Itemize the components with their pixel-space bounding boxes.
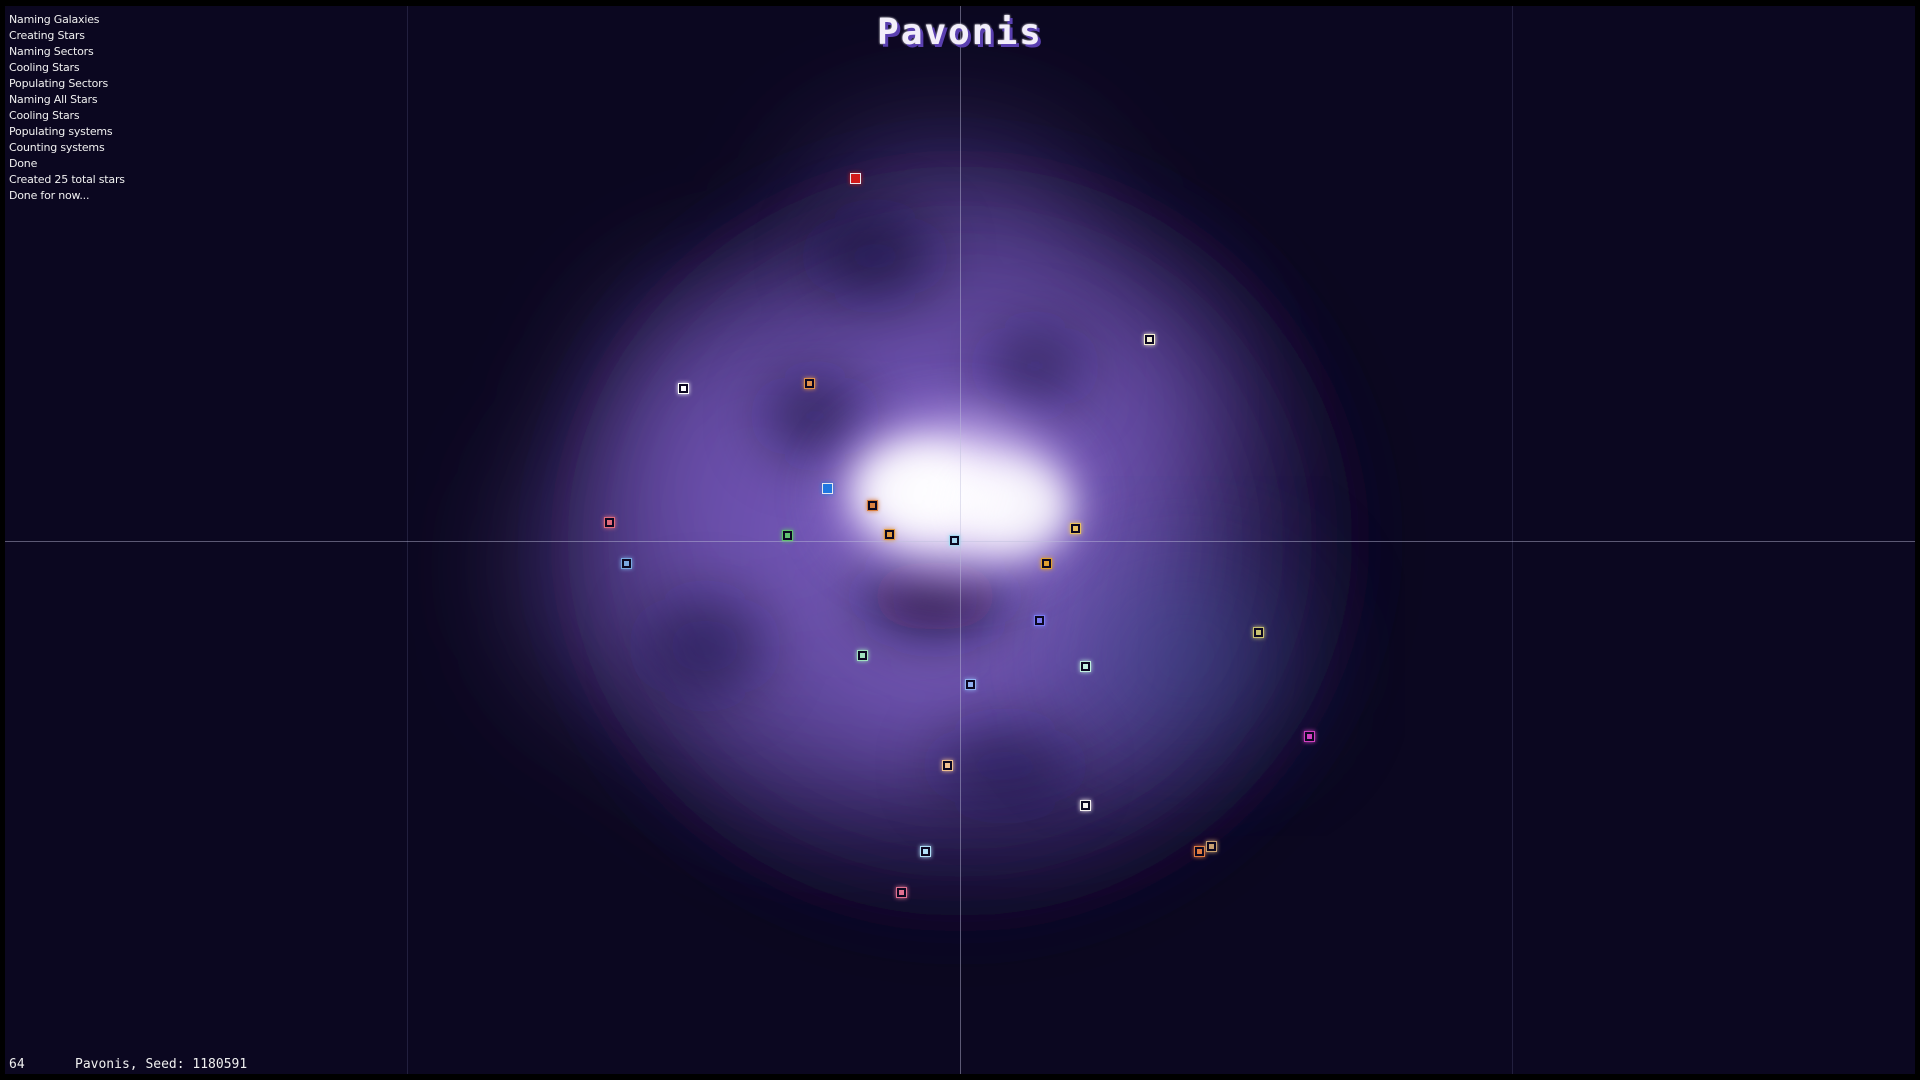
star-orange-upper[interactable] — [804, 378, 815, 389]
log-line: Naming Galaxies — [9, 13, 100, 26]
star-core-icon — [1044, 561, 1049, 566]
star-orange-center[interactable] — [867, 500, 878, 511]
star-orange-core[interactable] — [884, 529, 895, 540]
star-core-icon — [823, 484, 832, 493]
star-core-icon — [1256, 630, 1261, 635]
star-khaki-lower-b[interactable] — [1206, 841, 1217, 852]
grid-line-vertical-center — [960, 6, 961, 1074]
galaxy-seed-label: Pavonis, Seed: 1180591 — [75, 1057, 248, 1072]
star-core-icon — [860, 653, 865, 658]
star-olive-far-right[interactable] — [1253, 627, 1264, 638]
galaxy-title: Pavonis — [877, 12, 1043, 53]
log-line: Done for now... — [9, 189, 90, 202]
star-orange-lower-a[interactable] — [1194, 846, 1205, 857]
star-periwinkle[interactable] — [965, 679, 976, 690]
star-magenta[interactable] — [1304, 731, 1315, 742]
log-line: Cooling Stars — [9, 109, 80, 122]
star-core-icon — [851, 174, 860, 183]
star-cream-upper-right[interactable] — [1144, 334, 1155, 345]
star-field — [5, 6, 1915, 1074]
fps-counter: 64 — [9, 1057, 25, 1072]
star-core-icon — [1197, 849, 1202, 854]
star-core-icon — [899, 890, 904, 895]
galaxy-viewport[interactable]: Pavonis Naming Galaxies Creating Stars Nam… — [5, 6, 1915, 1074]
star-blue-left[interactable] — [621, 558, 632, 569]
log-line: Populating Sectors — [9, 77, 109, 90]
star-core-icon — [607, 520, 612, 525]
star-green-left[interactable] — [782, 530, 793, 541]
grid-line-horizontal-center — [5, 541, 1915, 542]
star-skyblue-lower[interactable] — [920, 846, 931, 857]
star-white-upper-left[interactable] — [678, 383, 689, 394]
star-core-icon — [785, 533, 790, 538]
star-white-lower[interactable] — [1080, 800, 1091, 811]
star-core-icon — [1083, 664, 1088, 669]
log-line: Created 25 total stars — [9, 173, 125, 186]
star-core-icon — [952, 538, 957, 543]
galaxy-nebula — [520, 121, 1400, 961]
star-core-icon — [945, 763, 950, 768]
star-mint[interactable] — [857, 650, 868, 661]
star-core-icon — [624, 561, 629, 566]
status-bar: 64 Pavonis, Seed: 1180591 — [9, 1057, 247, 1072]
grid-line-vertical-left — [407, 6, 408, 1074]
star-core-icon — [807, 381, 812, 386]
log-line: Naming All Stars — [9, 93, 98, 106]
star-core-icon — [1209, 844, 1214, 849]
log-line: Creating Stars — [9, 29, 85, 42]
star-core-icon — [1037, 618, 1042, 623]
star-core-icon — [968, 682, 973, 687]
star-core-icon — [1307, 734, 1312, 739]
star-yellow-right[interactable] — [1070, 523, 1081, 534]
star-violet[interactable] — [1034, 615, 1045, 626]
generation-log: Naming Galaxies Creating Stars Naming Sect… — [9, 12, 125, 204]
log-line: Counting systems — [9, 141, 105, 154]
star-core-icon — [1147, 337, 1152, 342]
star-rose-bottom[interactable] — [896, 887, 907, 898]
star-core-icon — [923, 849, 928, 854]
star-blue[interactable] — [822, 483, 833, 494]
star-core-icon — [1083, 803, 1088, 808]
star-red[interactable] — [850, 173, 861, 184]
log-line: Populating systems — [9, 125, 113, 138]
star-lightblue-core[interactable] — [949, 535, 960, 546]
star-core-icon — [1073, 526, 1078, 531]
log-line: Done — [9, 157, 38, 170]
star-pink-left[interactable] — [604, 517, 615, 528]
log-line: Cooling Stars — [9, 61, 80, 74]
star-peach[interactable] — [942, 760, 953, 771]
log-line: Naming Sectors — [9, 45, 94, 58]
star-core-icon — [681, 386, 686, 391]
star-core-icon — [870, 503, 875, 508]
star-teal-right[interactable] — [1080, 661, 1091, 672]
star-core-icon — [887, 532, 892, 537]
grid-line-vertical-right — [1512, 6, 1513, 1074]
star-amber-right[interactable] — [1041, 558, 1052, 569]
